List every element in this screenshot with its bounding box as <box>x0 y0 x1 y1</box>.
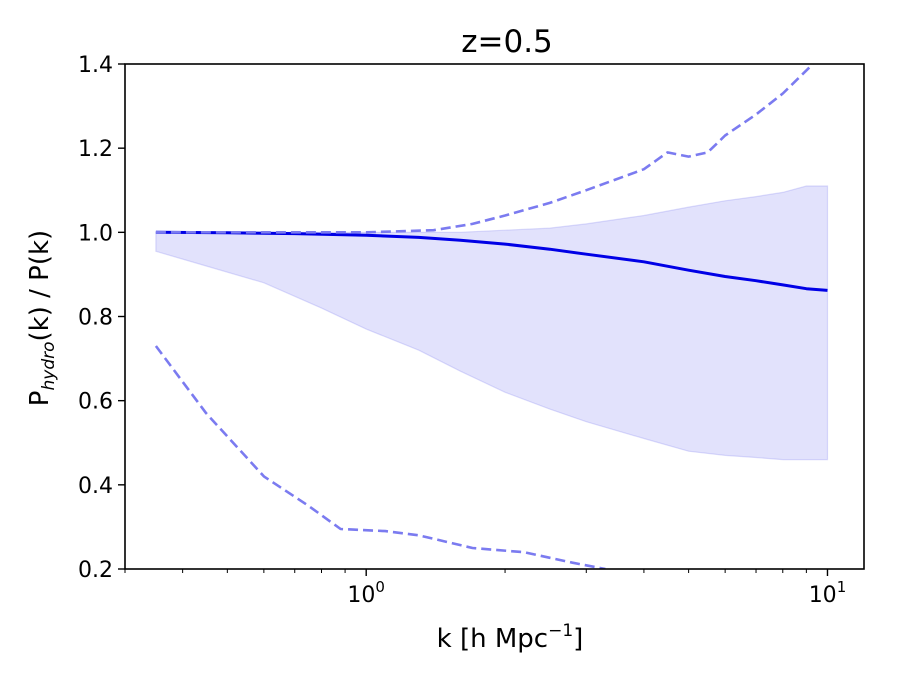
y-tick-label: 0.8 <box>78 306 113 331</box>
chart-title: z=0.5 <box>461 24 553 60</box>
series-lower-envelope <box>154 345 606 569</box>
series-upper-envelope <box>155 64 814 234</box>
y-tick-label: 0.2 <box>78 558 113 583</box>
x-tick-label: 101 <box>809 578 847 608</box>
y-tick-label: 0.4 <box>78 474 113 499</box>
y-tick-label: 1.0 <box>78 221 113 246</box>
x-tick-label: 100 <box>347 578 385 608</box>
y-tick-label: 1.4 <box>78 53 113 78</box>
band-spread <box>155 185 829 461</box>
y-tick-label: 1.2 <box>78 137 113 162</box>
y-axis-label: Phydro(k) / P(k) <box>25 230 59 406</box>
plot-area <box>154 64 829 569</box>
series-mean <box>155 230 828 292</box>
axis-ticks: 0.2 0.4 0.6 0.8 1.0 1.2 1.4 100 101 <box>78 53 846 608</box>
y-tick-label: 0.6 <box>78 390 113 415</box>
x-axis-label: k [h Mpc−1] <box>437 621 584 654</box>
